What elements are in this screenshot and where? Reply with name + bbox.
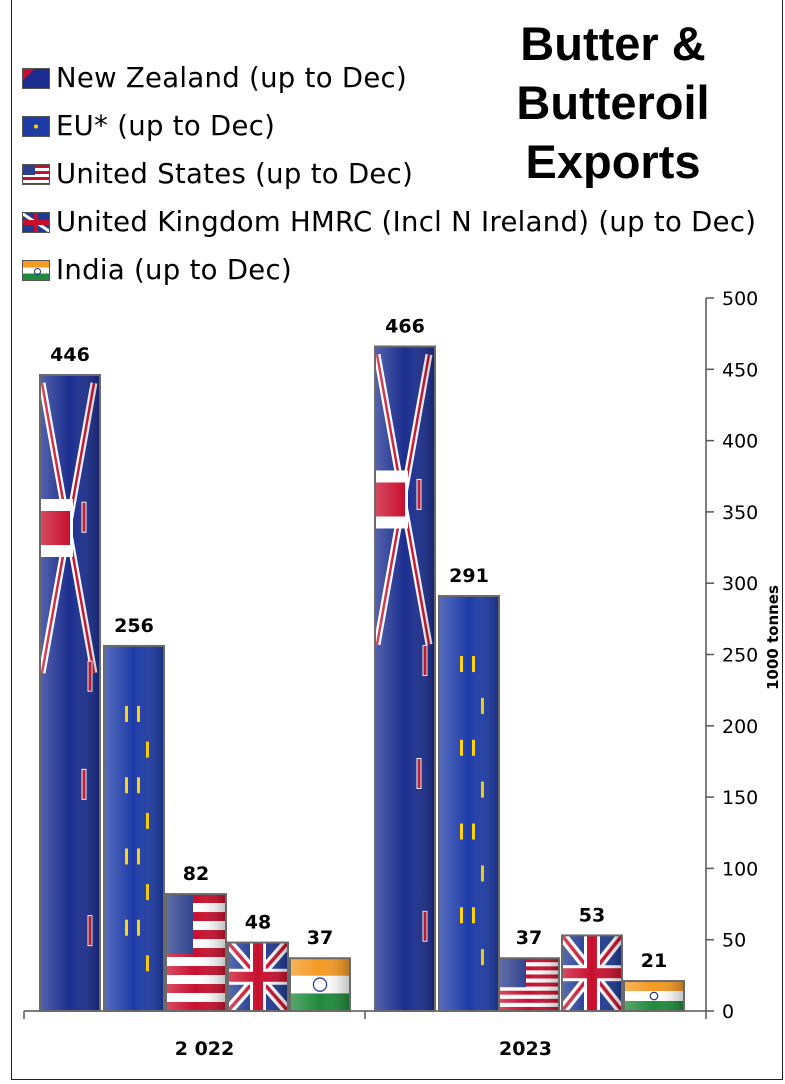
legend-label: India (up to Dec) <box>56 254 292 286</box>
data-label: 21 <box>641 950 667 972</box>
bar-india-1 <box>623 980 685 1013</box>
legend-item-united-states: United States (up to Dec) <box>22 150 756 198</box>
india-flag-icon <box>22 259 50 281</box>
y-tick-label: 250 <box>722 645 758 667</box>
bar-us-0 <box>165 893 227 1012</box>
bar-eu-1 <box>438 595 500 1012</box>
x-category-label: 2023 <box>499 1038 552 1060</box>
legend-item-new-zealand: New Zealand (up to Dec) <box>22 54 756 102</box>
y-tick-label: 400 <box>722 431 758 453</box>
y-tick-label: 350 <box>722 502 758 524</box>
y-tick-label: 200 <box>722 716 758 738</box>
y-tick-label: 500 <box>722 288 758 310</box>
y-tick-label: 150 <box>722 787 758 809</box>
legend: New Zealand (up to Dec) EU* (up to Dec) … <box>22 54 756 294</box>
legend-label: EU* (up to Dec) <box>56 110 276 142</box>
title-line-3: Exports <box>525 135 701 188</box>
data-label: 37 <box>307 927 333 949</box>
nz-flag-icon <box>22 67 50 89</box>
y-axis-title: 1000 tonnes <box>764 585 782 690</box>
legend-label: United Kingdom HMRC (Incl N Ireland) (up… <box>56 206 757 238</box>
data-label: 466 <box>385 315 425 337</box>
x-category-label: 2 022 <box>175 1038 235 1060</box>
bar-nz-1 <box>374 345 436 1012</box>
data-label: 446 <box>50 344 90 366</box>
data-label: 291 <box>449 565 489 587</box>
bar-us-1 <box>498 957 560 1012</box>
bar-india-0 <box>289 957 351 1012</box>
y-tick-label: 50 <box>722 930 746 952</box>
title-line-2: Butteroil <box>516 76 710 129</box>
legend-item-eu: EU* (up to Dec) <box>22 102 756 150</box>
data-label: 53 <box>579 904 605 926</box>
y-tick-label: 0 <box>722 1001 734 1023</box>
us-flag-icon <box>22 163 50 185</box>
legend-item-india: India (up to Dec) <box>22 246 756 294</box>
legend-item-united-kingdom: United Kingdom HMRC (Incl N Ireland) (up… <box>22 198 756 246</box>
y-tick-label: 300 <box>722 573 758 595</box>
data-label: 82 <box>183 863 209 885</box>
data-label: 37 <box>516 927 542 949</box>
bar-nz-0 <box>39 374 101 1012</box>
data-label: 48 <box>245 912 271 934</box>
title-line-1: Butter & <box>520 17 706 70</box>
y-tick-label: 100 <box>722 858 758 880</box>
y-tick-label: 450 <box>722 359 758 381</box>
legend-label: New Zealand (up to Dec) <box>56 62 407 94</box>
chart-frame <box>11 0 783 1080</box>
legend-label: United States (up to Dec) <box>56 158 414 190</box>
bar-uk-1 <box>561 934 623 1012</box>
uk-flag-icon <box>22 211 50 233</box>
bar-eu-0 <box>103 644 165 1012</box>
eu-flag-icon <box>22 115 50 137</box>
chart-title: Butter & Butteroil Exports <box>488 14 738 191</box>
data-label: 256 <box>114 615 154 637</box>
bar-uk-0 <box>227 941 289 1012</box>
